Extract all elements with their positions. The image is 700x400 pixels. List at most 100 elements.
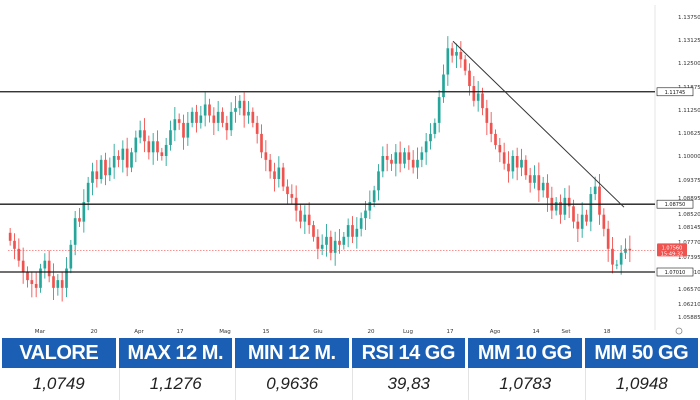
candle — [515, 147, 519, 181]
candle-body — [277, 167, 281, 180]
candle — [234, 96, 237, 123]
candle — [416, 147, 419, 179]
y-tick-label: 1.08520 — [678, 212, 700, 218]
stat-rsi-14gg: RSI 14 GG 39,83 — [351, 338, 465, 400]
candle-body — [394, 152, 398, 164]
candle — [17, 238, 21, 267]
x-tick-label: Apr — [134, 329, 144, 335]
candle — [8, 228, 12, 246]
candle — [251, 107, 255, 128]
candle-body — [619, 252, 623, 265]
candle-body — [30, 280, 34, 284]
x-tick-label: Set — [561, 329, 571, 335]
price-chart[interactable]: 1.137501.131251.125001.118751.112501.106… — [0, 0, 700, 338]
level-price-tag — [656, 87, 694, 97]
candle-body — [190, 111, 194, 123]
candle — [21, 247, 25, 284]
candle — [346, 218, 350, 248]
candle-body — [611, 248, 614, 265]
candle — [524, 155, 528, 180]
candle — [619, 245, 623, 275]
candle — [30, 271, 34, 298]
y-tick-label: 1.07395 — [678, 255, 700, 261]
candle — [173, 107, 177, 142]
candle-body — [34, 283, 38, 288]
candle-body — [572, 206, 575, 222]
candle-body — [433, 122, 437, 134]
current-price-timer: 15:49:32 — [661, 251, 683, 257]
candle-body — [86, 182, 90, 203]
candle — [195, 104, 198, 133]
candle — [221, 107, 224, 128]
candle-body — [528, 175, 532, 183]
candle-body — [117, 156, 120, 160]
candle — [34, 272, 38, 298]
candle-body — [346, 225, 350, 237]
chart-canvas[interactable]: 1.137501.131251.125001.118751.112501.106… — [0, 0, 700, 338]
candle — [151, 133, 155, 165]
candle — [78, 208, 81, 227]
current-price-tag — [657, 243, 687, 257]
candle-body — [242, 100, 246, 116]
candle-body — [429, 133, 432, 142]
candle-body — [151, 141, 155, 153]
candle — [156, 130, 159, 161]
candle-body — [108, 167, 112, 176]
candle — [229, 102, 233, 136]
candle-body — [593, 186, 597, 195]
stat-value: 1,1276 — [118, 368, 233, 400]
candle — [316, 229, 320, 260]
candle-body — [303, 214, 307, 222]
candle-body — [338, 240, 341, 245]
candle-body — [316, 236, 320, 249]
candle — [611, 237, 614, 274]
candle — [186, 112, 190, 146]
candle-body — [264, 152, 268, 160]
candle — [43, 253, 47, 279]
candle-body — [112, 156, 116, 168]
candle-body — [567, 197, 571, 207]
candle — [117, 150, 120, 168]
candle — [320, 234, 324, 255]
candle — [242, 92, 246, 128]
candle-body — [520, 159, 523, 168]
candle-body — [442, 74, 445, 98]
candle — [624, 238, 627, 259]
candle-body — [147, 141, 151, 153]
candle-body — [368, 202, 372, 211]
candle — [164, 137, 168, 166]
candle — [554, 197, 558, 216]
candle-body — [47, 260, 51, 277]
candle — [494, 129, 497, 150]
x-tick-label: 17 — [177, 329, 184, 335]
x-tick-label: Mar — [35, 329, 46, 335]
candle-body — [221, 111, 224, 123]
candle — [485, 99, 489, 136]
candle — [26, 266, 29, 288]
candle — [338, 229, 341, 254]
candle-body — [229, 111, 233, 131]
candle — [52, 263, 55, 301]
candle-body — [125, 148, 129, 168]
stat-mm-10gg: MM 10 GG 1,0783 — [468, 338, 582, 400]
candle-body — [511, 156, 515, 172]
candle-body — [563, 197, 567, 215]
candle — [442, 64, 445, 103]
candle-body — [546, 182, 549, 198]
candle-body — [208, 104, 211, 116]
candle — [290, 184, 294, 205]
candle-body — [138, 130, 142, 138]
stat-valore: VALORE 1,0749 — [2, 338, 116, 400]
level-price-label: 1.11745 — [665, 90, 686, 96]
candle-body — [472, 86, 476, 101]
candle-body — [195, 111, 198, 123]
candle — [121, 140, 125, 173]
candle — [606, 220, 610, 262]
candle — [255, 115, 259, 144]
candle-body — [199, 115, 203, 123]
candle-body — [377, 171, 380, 191]
candle — [537, 162, 541, 202]
price-axis: 1.137501.131251.125001.118751.112501.106… — [656, 15, 700, 321]
candle-body — [615, 264, 619, 266]
candle — [550, 186, 554, 220]
